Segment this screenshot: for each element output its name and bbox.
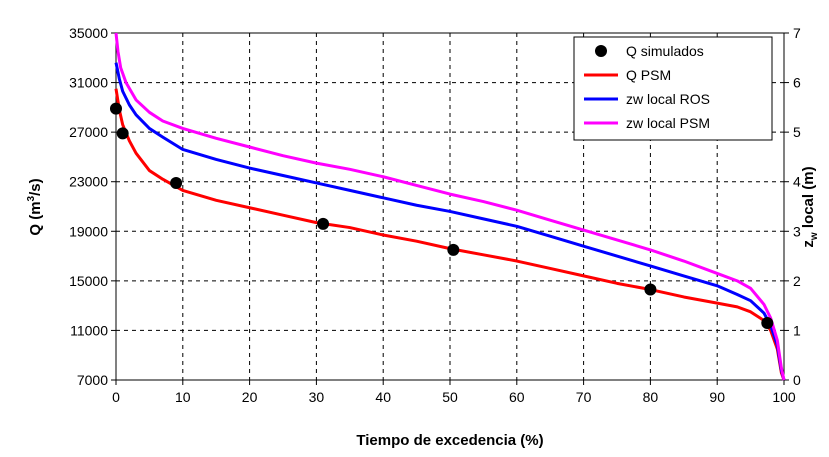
y-left-tick-label: 7000 [77, 372, 108, 388]
y-right-tick-label: 0 [793, 372, 801, 388]
x-tick-label: 80 [643, 389, 659, 405]
y-axis-right-ticks: 0 1 2 3 4 5 6 7 [784, 25, 801, 388]
data-point-q-simulados [170, 176, 183, 189]
y-axis-right-label-sub: w [809, 232, 820, 241]
y-left-tick-label: 23000 [69, 174, 108, 190]
x-tick-label: 60 [509, 389, 525, 405]
y-left-tick-label: 11000 [70, 322, 108, 338]
y-right-tick-label: 1 [793, 322, 801, 338]
data-point-q-simulados [761, 316, 774, 329]
x-tick-label: 70 [576, 389, 592, 405]
y-right-tick-label: 5 [793, 124, 801, 140]
y-axis-left-label-sup: 3 [26, 195, 37, 201]
x-axis-ticks: 0 10 20 30 40 50 60 70 80 90 100 [112, 380, 796, 405]
legend-items: Q simulados Q PSM zw local ROS zw local PSM [584, 43, 710, 131]
y-left-tick-label: 27000 [69, 124, 108, 140]
series-line-zw-local-ros [114, 62, 786, 381]
y-right-tick-label: 6 [793, 75, 801, 91]
y-axis-left-label: Q (m3/s) [26, 178, 44, 235]
y-axis-right-label-tail: local (m) [800, 166, 817, 232]
series-line-zw-local-psm [114, 32, 786, 381]
legend-label-zw-local-ros: zw local ROS [626, 91, 710, 107]
x-tick-label: 0 [112, 389, 120, 405]
x-axis-label: Tiempo de excedencia (%) [356, 432, 543, 449]
y-axis-right-label-main: z [800, 240, 817, 248]
x-tick-label: 40 [375, 389, 391, 405]
x-tick-label: 90 [709, 389, 725, 405]
data-point-q-simulados [317, 217, 330, 230]
y-axis-left-label-tail: /s) [27, 178, 44, 196]
legend-label-zw-local-psm: zw local PSM [626, 115, 710, 131]
y-left-tick-label: 15000 [69, 273, 108, 289]
y-right-tick-label: 3 [793, 223, 801, 239]
data-point-q-simulados [644, 283, 657, 296]
y-axis-left-label-main: Q (m [27, 201, 44, 235]
y-left-tick-label: 35000 [69, 25, 108, 41]
x-tick-label: 10 [175, 389, 191, 405]
x-tick-label: 100 [772, 389, 796, 405]
data-point-q-simulados [116, 127, 129, 140]
y-axis-left-ticks: 7000 11000 15000 19000 23000 27000 31000 35000 [69, 25, 116, 388]
y-right-tick-label: 7 [793, 25, 801, 41]
legend-marker-q-simulados [595, 45, 607, 57]
x-tick-label: 30 [309, 389, 325, 405]
series-group [110, 32, 786, 381]
y-left-tick-label: 31000 [69, 75, 108, 91]
y-right-tick-label: 2 [793, 273, 801, 289]
legend-label-q-simulados: Q simulados [626, 43, 704, 59]
x-tick-label: 50 [442, 389, 458, 405]
data-point-q-simulados [110, 102, 122, 115]
y-left-tick-label: 19000 [69, 223, 108, 239]
legend: Q simulados Q PSM zw local ROS zw local PSM [573, 36, 773, 141]
data-point-q-simulados [447, 243, 460, 256]
y-axis-right-label: zw local (m) [800, 166, 820, 247]
legend-label-q-psm: Q PSM [626, 67, 671, 83]
y-right-tick-label: 4 [793, 174, 801, 190]
x-tick-label: 20 [242, 389, 258, 405]
